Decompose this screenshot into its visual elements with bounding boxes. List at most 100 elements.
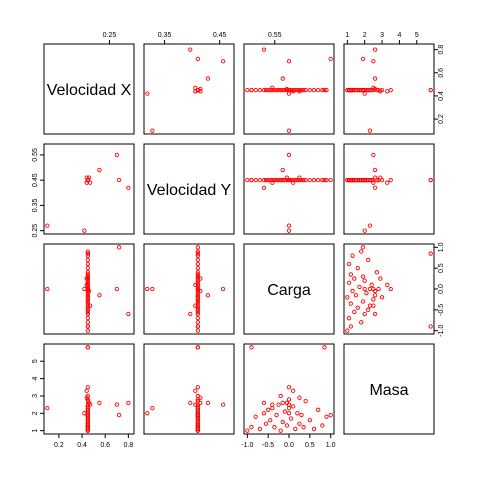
tick-label: 0.2 xyxy=(54,442,64,449)
data-point xyxy=(196,325,199,328)
tick-label: 0.25 xyxy=(32,224,39,238)
tick-label: 0.6 xyxy=(438,68,445,78)
data-point xyxy=(115,287,118,290)
data-point xyxy=(429,325,432,328)
data-point xyxy=(275,413,278,416)
data-point xyxy=(363,92,366,95)
data-point xyxy=(373,294,376,297)
panel-velocidad-y-vs-velocidad-x xyxy=(44,144,134,234)
data-point xyxy=(308,178,311,181)
tick-label: 3 xyxy=(380,32,384,39)
data-point xyxy=(281,77,284,80)
data-point xyxy=(353,277,356,280)
data-point xyxy=(86,316,89,319)
label-velocidad-y: Velocidad Y xyxy=(147,182,232,199)
tick-label: 3 xyxy=(32,394,39,398)
data-point xyxy=(189,48,192,51)
points-velocidad-x-vs-carga xyxy=(246,48,333,132)
data-point xyxy=(189,312,192,315)
data-point xyxy=(287,153,290,156)
data-point xyxy=(366,308,369,311)
tick-label: 0.45 xyxy=(32,173,39,187)
tick-label: 1.0 xyxy=(438,242,445,252)
data-point xyxy=(196,386,199,389)
data-point xyxy=(363,279,366,282)
data-point xyxy=(373,186,376,189)
data-point xyxy=(368,287,371,290)
data-point xyxy=(302,425,305,428)
data-point xyxy=(325,415,328,418)
tick-label: 0.6 xyxy=(100,442,110,449)
data-point xyxy=(291,389,294,392)
data-point xyxy=(368,129,371,132)
data-point xyxy=(86,321,89,324)
data-point xyxy=(221,403,224,406)
data-point xyxy=(373,312,376,315)
points-masa-vs-carga xyxy=(246,346,333,433)
data-point xyxy=(86,346,89,349)
data-point xyxy=(347,262,350,265)
data-point xyxy=(98,168,101,171)
data-point xyxy=(379,277,382,280)
data-point xyxy=(363,312,366,315)
data-point xyxy=(146,412,149,415)
data-point xyxy=(375,271,378,274)
data-point xyxy=(361,246,364,249)
data-point xyxy=(151,406,154,409)
tick-label: 0.5 xyxy=(438,263,445,273)
data-point xyxy=(86,386,89,389)
data-point xyxy=(370,283,373,286)
panel-velocidad-y-vs-masa xyxy=(344,144,434,234)
data-point xyxy=(349,302,352,305)
points-masa-vs-velocidad-x xyxy=(46,346,130,433)
data-point xyxy=(373,168,376,171)
data-point xyxy=(250,425,253,428)
panel-layer xyxy=(44,44,434,434)
data-point xyxy=(349,325,352,328)
data-point xyxy=(372,298,375,301)
tick-label: -1.0 xyxy=(241,442,253,449)
data-point xyxy=(262,412,265,415)
points-carga-vs-velocidad-y xyxy=(146,246,225,333)
data-point xyxy=(46,287,49,290)
data-point xyxy=(269,419,272,422)
data-point xyxy=(346,329,349,332)
data-point xyxy=(372,153,375,156)
tick-label: 2 xyxy=(32,411,39,415)
data-point xyxy=(279,394,282,397)
data-point xyxy=(312,88,315,91)
label-velocidad-x: Velocidad X xyxy=(47,82,132,99)
data-point xyxy=(298,422,301,425)
data-point xyxy=(349,273,352,276)
data-point xyxy=(83,412,86,415)
data-point xyxy=(151,287,154,290)
tick-label: -0.5 xyxy=(262,442,274,449)
tick-label: 1.0 xyxy=(326,442,336,449)
data-point xyxy=(386,181,389,184)
data-point xyxy=(98,401,101,404)
data-point xyxy=(196,246,199,249)
data-point xyxy=(429,88,432,91)
label-carga: Carga xyxy=(267,282,311,299)
data-point xyxy=(127,312,130,315)
tick-label: 0.0 xyxy=(284,442,294,449)
tick-label: 0.5 xyxy=(305,442,315,449)
data-point xyxy=(221,287,224,290)
tick-label: 0.55 xyxy=(268,32,282,39)
data-point xyxy=(389,178,392,181)
data-point xyxy=(246,429,249,432)
data-point xyxy=(283,410,286,413)
point-layer xyxy=(46,48,433,432)
data-point xyxy=(273,425,276,428)
panel-carga-vs-velocidad-y xyxy=(144,244,234,334)
data-point xyxy=(308,88,311,91)
data-point xyxy=(298,396,301,399)
data-point xyxy=(386,283,389,286)
data-point xyxy=(304,399,307,402)
data-point xyxy=(279,429,282,432)
data-point xyxy=(194,389,197,392)
points-carga-vs-velocidad-x xyxy=(46,246,130,333)
data-point xyxy=(258,88,261,91)
data-point xyxy=(262,48,265,51)
data-point xyxy=(312,178,315,181)
